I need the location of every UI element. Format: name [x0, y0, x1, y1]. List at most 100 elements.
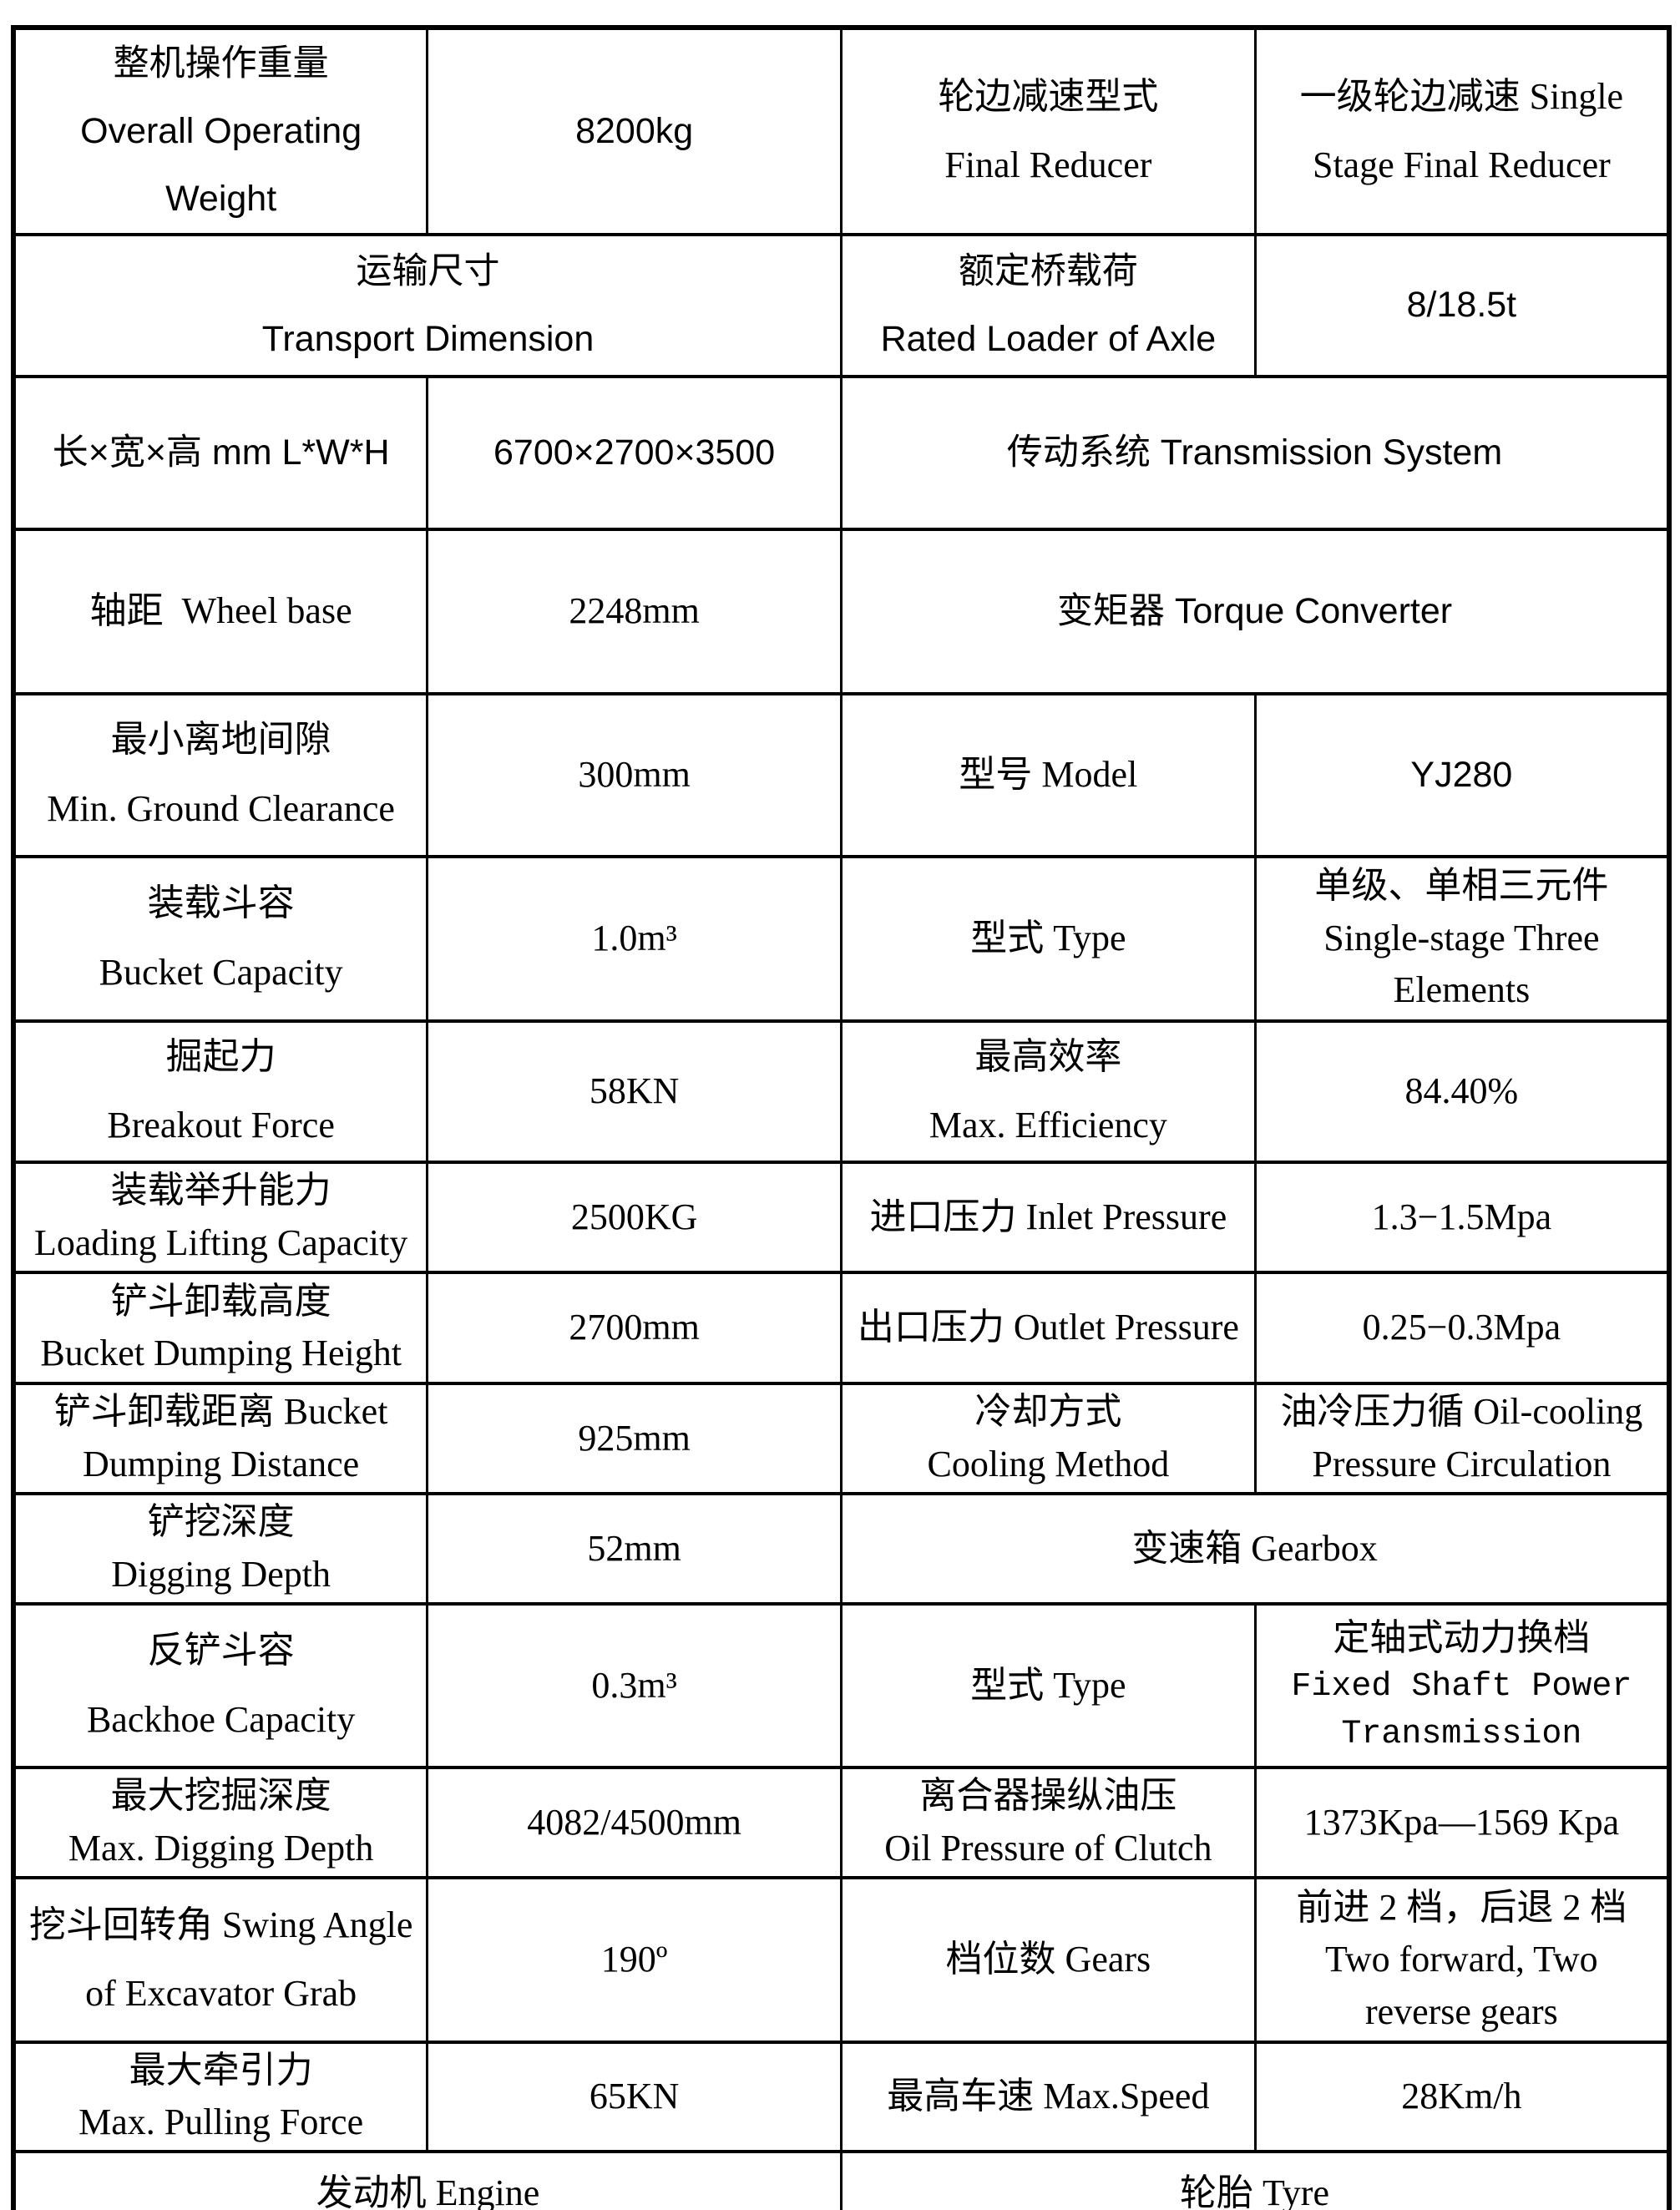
chinese-label-line: 铲斗卸载高度	[110, 1280, 331, 1322]
label-line: 长×宽×高 mm L*W*H	[52, 432, 390, 473]
label-line: 出口压力 Outlet Pressure	[857, 1307, 1239, 1348]
swing-angle-value: 190º	[426, 1875, 843, 2044]
english-label-line: Bucket Dumping Height	[40, 1333, 402, 1374]
inlet-pressure-label: 进口压力 Inlet Pressure	[840, 1160, 1257, 1274]
value-line: 1.0m³	[591, 917, 677, 958]
chinese-label-line: 装载举升能力	[110, 1170, 331, 1211]
type-value-gearbox: 定轴式动力换档 Fixed Shaft Power Transmission	[1253, 1601, 1671, 1769]
english-label-line: Max. Efficiency	[929, 1105, 1167, 1146]
section-header-line: 轮胎 Tyre	[1180, 2172, 1329, 2210]
value-line: Two forward, Two	[1325, 1939, 1598, 1980]
bucket-dumping-height-label: 铲斗卸载高度 Bucket Dumping Height	[12, 1270, 429, 1385]
bucket-dumping-distance-value: 925mm	[426, 1381, 843, 1495]
chinese-label-line: 离合器操纵油压	[919, 1775, 1177, 1817]
wheel-base-label: 轴距 Wheel base	[12, 527, 429, 695]
label-line: 铲斗卸载距离 Bucket	[53, 1391, 388, 1433]
value-line: 前进 2 档，后退 2 档	[1296, 1886, 1627, 1928]
value-line: Transmission	[1341, 1716, 1582, 1754]
value-line: 定轴式动力换档	[1333, 1616, 1591, 1658]
english-label-line: Final Reducer	[944, 144, 1152, 186]
type-value-torque-converter: 单级、单相三元件 Single-stage Three Elements	[1253, 854, 1671, 1023]
label-line: 型号 Model	[959, 753, 1138, 795]
chinese-label-line: 反铲斗容	[147, 1630, 295, 1671]
type-label-gearbox: 型式 Type	[840, 1601, 1257, 1769]
max-pulling-force-value: 65KN	[426, 2040, 843, 2153]
spec-table: 整机操作重量 Overall Operating Weight 8200kg 轮…	[11, 25, 1672, 2210]
section-header-line: 变矩器 Torque Converter	[1056, 590, 1453, 631]
chinese-label-line: 装载斗容	[147, 882, 295, 924]
overall-operating-weight-value: 8200kg	[426, 26, 843, 236]
bucket-dumping-height-value: 2700mm	[426, 1270, 843, 1385]
label-line: 最高车速 Max.Speed	[887, 2076, 1210, 2117]
label-line: of Excavator Grab	[85, 1973, 357, 2015]
backhoe-capacity-value: 0.3m³	[426, 1601, 843, 1769]
tyre-header: 轮胎 Tyre	[840, 2149, 1671, 2210]
bucket-dumping-distance-label: 铲斗卸载距离 Bucket Dumping Distance	[12, 1381, 429, 1495]
label-line: 型式 Type	[970, 1664, 1126, 1706]
value-line: 8/18.5t	[1406, 285, 1517, 325]
english-label-line: Loading Lifting Capacity	[34, 1221, 408, 1263]
label-line: 进口压力 Inlet Pressure	[869, 1196, 1227, 1237]
english-label-line: Max. Pulling Force	[78, 2101, 364, 2143]
value-line: 2500KG	[570, 1196, 698, 1237]
max-pulling-force-label: 最大牵引力 Max. Pulling Force	[12, 2040, 429, 2153]
max-speed-label: 最高车速 Max.Speed	[840, 2040, 1257, 2153]
overall-operating-weight-label: 整机操作重量 Overall Operating Weight	[12, 26, 429, 236]
label-line: 型式 Type	[970, 917, 1126, 958]
value-line: 4082/4500mm	[527, 1801, 741, 1843]
breakout-force-value: 58KN	[426, 1019, 843, 1164]
english-label-line: Max. Digging Depth	[68, 1827, 374, 1869]
value-line: 2700mm	[569, 1307, 700, 1348]
value-line: Elements	[1393, 969, 1531, 1011]
english-label-line: Bucket Capacity	[99, 952, 343, 994]
label-line: Dumping Distance	[83, 1443, 360, 1484]
gearbox-header: 变速箱 Gearbox	[840, 1491, 1671, 1606]
value-line: 0.3m³	[591, 1664, 677, 1706]
value-line: 一级轮边减速 Single	[1299, 75, 1624, 117]
value-line: 1373Kpa—1569 Kpa	[1303, 1801, 1620, 1843]
english-label-line: Backhoe Capacity	[86, 1698, 356, 1740]
english-label-line: Overall Operating Weight	[80, 110, 362, 219]
value-line: 58KN	[589, 1070, 680, 1111]
value-line: 300mm	[578, 753, 691, 795]
outlet-pressure-label: 出口压力 Outlet Pressure	[840, 1270, 1257, 1385]
chinese-label-line: 运输尺寸	[356, 250, 500, 291]
bucket-capacity-value: 1.0m³	[426, 854, 843, 1023]
value-line: 52mm	[587, 1527, 681, 1569]
value-line: 1.3−1.5Mpa	[1371, 1196, 1552, 1237]
chinese-label-line: 额定桥载荷	[958, 250, 1138, 291]
value-line: 65KN	[589, 2076, 680, 2117]
lwh-value: 6700×2700×3500	[426, 374, 843, 531]
value-line: Pressure Circulation	[1312, 1443, 1612, 1484]
value-line: 28Km/h	[1401, 2076, 1522, 2117]
english-label-line: Breakout Force	[107, 1105, 335, 1146]
label-line: 轴距 Wheel base	[89, 589, 352, 631]
value-line: Fixed Shaft Power	[1291, 1668, 1632, 1707]
outlet-pressure-value: 0.25−0.3Mpa	[1253, 1270, 1671, 1385]
loading-lifting-capacity-value: 2500KG	[426, 1160, 843, 1274]
transmission-system-header: 传动系统 Transmission System	[840, 374, 1671, 531]
gears-label: 档位数 Gears	[840, 1875, 1257, 2044]
value-line: YJ280	[1410, 754, 1513, 795]
engine-header: 发动机 Engine	[12, 2149, 843, 2210]
final-reducer-value: 一级轮边减速 Single Stage Final Reducer	[1253, 26, 1671, 236]
value-line: Single-stage Three	[1323, 917, 1600, 958]
value-line: reverse gears	[1364, 1990, 1558, 2032]
value-line: 6700×2700×3500	[493, 432, 776, 473]
chinese-label-line: 最小离地间隙	[110, 719, 331, 761]
chinese-label-line: 最大牵引力	[129, 2049, 313, 2091]
min-ground-clearance-label: 最小离地间隙 Min. Ground Clearance	[12, 691, 429, 858]
value-line: Stage Final Reducer	[1312, 144, 1611, 186]
max-digging-depth-value: 4082/4500mm	[426, 1765, 843, 1879]
chinese-label-line: 最大挖掘深度	[110, 1775, 331, 1817]
chinese-label-line: 铲挖深度	[147, 1501, 295, 1543]
cooling-method-value: 油冷压力循 Oil-cooling Pressure Circulation	[1253, 1381, 1671, 1495]
gears-value: 前进 2 档，后退 2 档 Two forward, Two reverse g…	[1253, 1875, 1671, 2044]
transport-dimension-header: 运输尺寸 Transport Dimension	[12, 232, 843, 378]
label-line: 挖斗回转角 Swing Angle	[28, 1904, 413, 1945]
english-label-line: Rated Loader of Axle	[880, 318, 1217, 359]
swing-angle-label: 挖斗回转角 Swing Angle of Excavator Grab	[12, 1875, 429, 2044]
digging-depth-label: 铲挖深度 Digging Depth	[12, 1491, 429, 1606]
max-efficiency-value: 84.40%	[1253, 1019, 1671, 1164]
